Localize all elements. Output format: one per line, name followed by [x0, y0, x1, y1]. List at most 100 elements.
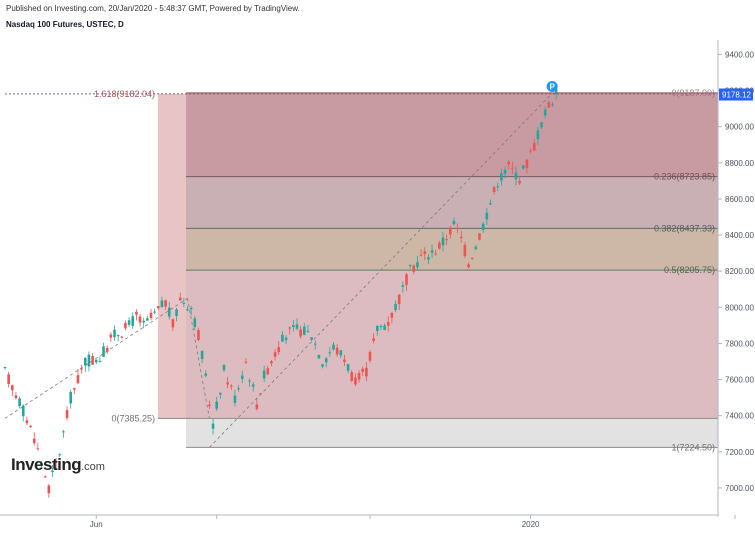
candle-body: [511, 167, 514, 169]
candle-body: [452, 220, 456, 225]
candle-body: [14, 395, 18, 399]
candle-body: [288, 327, 291, 329]
candle-body: [328, 352, 332, 354]
candle-body: [109, 334, 113, 338]
candle-body: [215, 401, 218, 409]
candle-body: [357, 372, 361, 380]
symbol-title: Nasdaq 100 Futures, USTEC, D: [6, 20, 124, 29]
candle-body: [62, 431, 65, 433]
candle-body: [208, 404, 211, 407]
candle-body: [397, 294, 401, 305]
candle-body: [321, 364, 324, 367]
candle-body: [500, 173, 503, 181]
candle-body: [91, 355, 94, 365]
y-tick-label: 7200.00: [725, 448, 754, 457]
candle-body: [171, 319, 175, 328]
candle-body: [489, 203, 492, 205]
chart-header: Published on Investing.com, 20/Jan/2020 …: [6, 3, 300, 30]
candle-body: [299, 329, 302, 337]
trend-line-2: [209, 92, 553, 448]
candle-body: [467, 264, 470, 268]
candle-body: [36, 448, 40, 450]
candle-body: [365, 367, 368, 377]
candle-body: [335, 347, 339, 355]
candle-body: [470, 257, 474, 259]
candle-body: [313, 343, 317, 345]
candle-body: [204, 373, 208, 376]
candle-body: [343, 359, 346, 362]
fib-extension-zone-left: [158, 93, 186, 419]
candle-body: [474, 246, 478, 250]
investing-logo: Investing.com: [11, 455, 105, 475]
candle-body: [350, 372, 354, 381]
candle-body: [230, 385, 233, 387]
fib-label-0382: 0.382(8437.33): [654, 223, 715, 233]
candle-body: [441, 237, 445, 246]
candle-body: [529, 150, 532, 152]
candle-body: [459, 236, 463, 239]
candle-body: [3, 367, 7, 369]
candle-body: [551, 104, 554, 106]
y-tick-label: 8400.00: [725, 231, 754, 240]
fib-label-1618: 1.618(9182.04): [94, 89, 155, 99]
fib-label-0: 0(9187.00): [671, 88, 715, 98]
candle-body: [273, 352, 277, 357]
candle-body: [416, 262, 419, 268]
candle-body: [310, 337, 313, 340]
candle-body: [354, 377, 357, 385]
candle-body: [113, 329, 116, 338]
candle-body: [25, 420, 29, 424]
candle-body: [383, 325, 386, 330]
candle-body: [540, 122, 543, 128]
candle-body: [182, 302, 186, 304]
candle-body: [43, 476, 47, 478]
candle-body: [412, 265, 416, 272]
candle-body: [149, 312, 153, 319]
candle-body: [554, 88, 558, 95]
candle-body: [233, 395, 237, 403]
candle-body: [262, 370, 266, 379]
candle-body: [507, 161, 510, 165]
candle-body: [255, 404, 259, 409]
fib-zone-0382-05: [186, 228, 718, 271]
candle-body: [532, 143, 536, 151]
candle-body: [306, 331, 310, 333]
fib-label-ext-0: 0(7385.25): [111, 413, 155, 423]
candle-body: [142, 320, 145, 323]
candle-body: [32, 438, 36, 444]
candle-body: [193, 318, 197, 328]
candle-body: [543, 109, 547, 116]
candles: P: [3, 81, 558, 498]
candle-body: [135, 311, 138, 315]
candle-body: [270, 361, 273, 364]
candle-body: [438, 242, 441, 249]
candle-body: [51, 470, 54, 472]
fib-zone-bottom: [186, 418, 718, 448]
candle-body: [259, 393, 262, 395]
price-marker-letter: P: [549, 83, 555, 92]
candle-body: [98, 361, 102, 363]
candle-body: [405, 274, 408, 285]
candle-body: [29, 425, 32, 428]
last-price-badge: [719, 88, 753, 101]
candle-body: [427, 257, 430, 260]
candle-body: [102, 346, 105, 357]
fib-zone-0-0236: [186, 92, 718, 177]
candle-body: [368, 351, 372, 361]
y-tick-label: 8200.00: [725, 267, 754, 276]
candle-body: [522, 165, 525, 169]
candle-body: [222, 365, 226, 371]
candle-body: [376, 325, 379, 332]
candle-body: [518, 180, 521, 184]
candle-body: [197, 329, 200, 341]
y-tick-label: 8000.00: [725, 303, 754, 312]
fib-zone-0236-0382: [186, 176, 718, 229]
candle-body: [536, 130, 540, 140]
candle-body: [58, 454, 62, 456]
y-tick-label: 9000.00: [725, 123, 754, 132]
y-tick-label: 9400.00: [725, 50, 754, 59]
trend-line-1: [187, 298, 210, 419]
y-tick-label: 8600.00: [725, 195, 754, 204]
price-marker-icon: [546, 81, 558, 93]
